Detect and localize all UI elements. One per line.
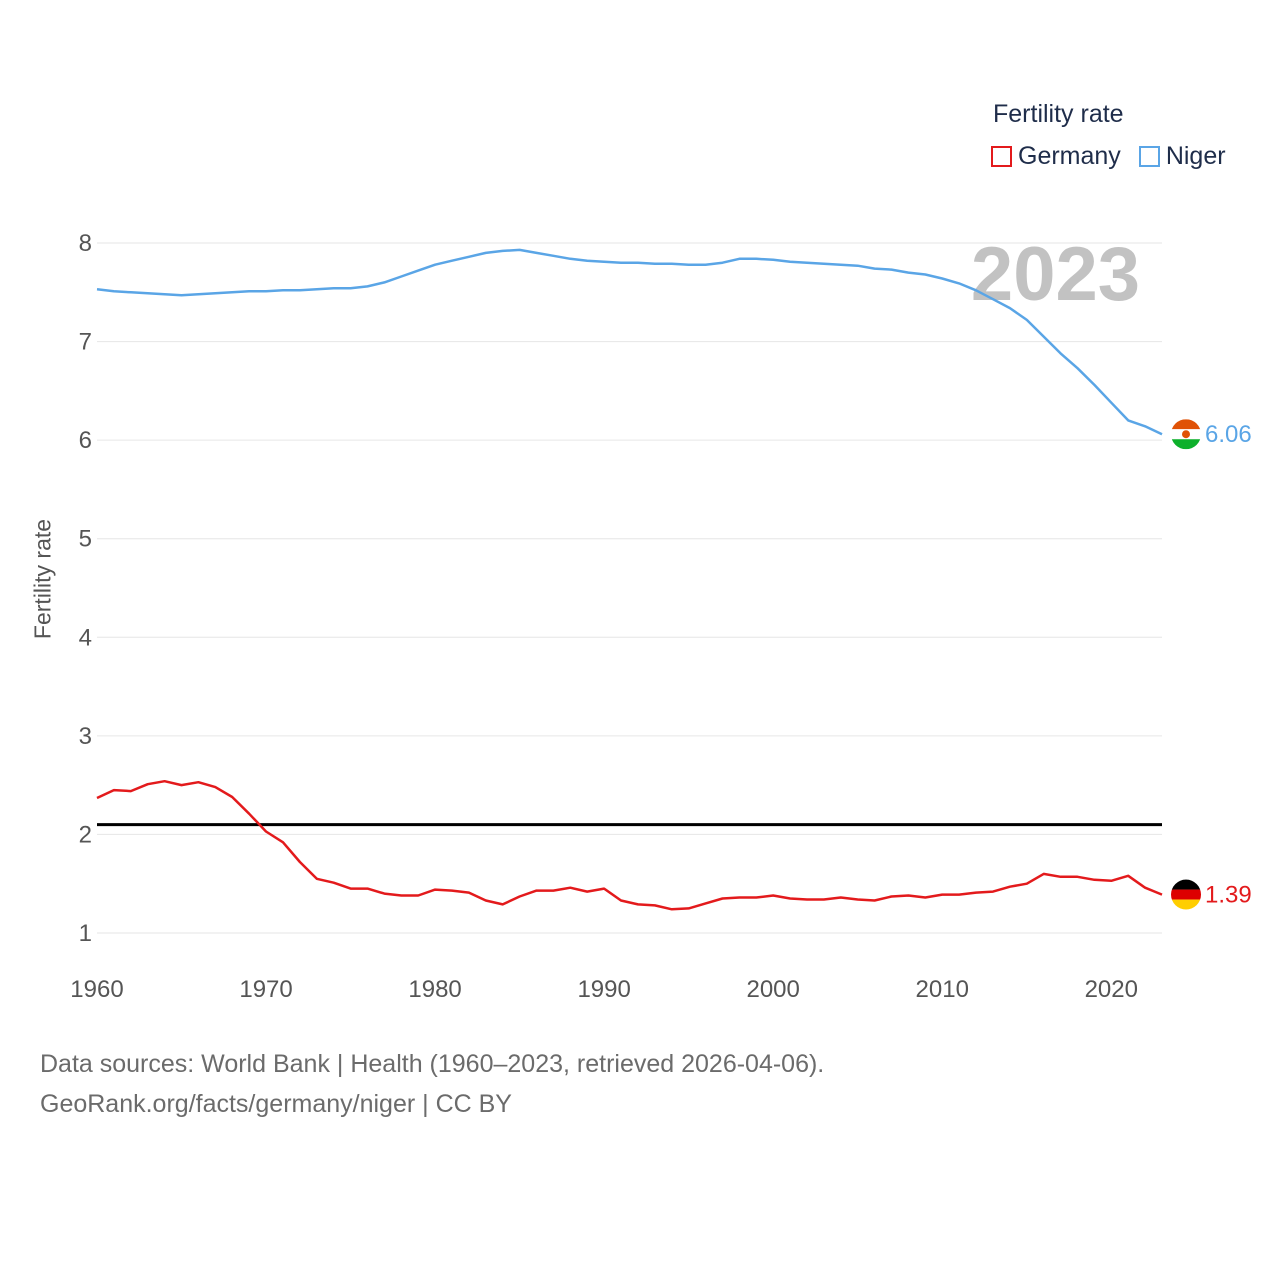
x-tick-label: 1970	[239, 976, 292, 1003]
flag-sun	[1182, 430, 1190, 439]
legend-label-niger: Niger	[1165, 142, 1226, 170]
y-tick-label: 5	[79, 526, 92, 553]
flag-germany-icon	[1171, 879, 1201, 910]
x-tick-label: 1960	[70, 976, 123, 1003]
flag-niger-icon	[1171, 419, 1201, 450]
x-tick-label: 2010	[916, 976, 969, 1003]
x-tick-label: 1980	[408, 976, 461, 1003]
flag-band	[1171, 889, 1201, 900]
source-line-2[interactable]: GeoRank.org/facts/germany/niger | CC BY	[40, 1090, 512, 1118]
flag-band	[1171, 899, 1201, 910]
y-tick-label: 8	[79, 230, 92, 257]
y-tick-label: 6	[79, 427, 92, 454]
legend-title: Fertility rate	[993, 100, 1124, 128]
legend-swatch-niger	[1138, 146, 1160, 167]
data-source: Data sources: World Bank | Health (1960–…	[40, 1044, 824, 1124]
x-tick-label: 2000	[746, 976, 799, 1003]
y-tick-label: 2	[79, 821, 92, 848]
legend-swatch-germany	[991, 146, 1012, 167]
source-line-1[interactable]: Data sources: World Bank | Health (1960–…	[40, 1050, 825, 1078]
end-label-niger: 6.06	[1205, 421, 1252, 448]
x-tick-label: 2020	[1085, 976, 1138, 1003]
flag-band	[1171, 419, 1201, 430]
legend-item-germany[interactable]: Germany	[991, 142, 1121, 171]
y-tick-label: 3	[79, 723, 92, 750]
legend: Germany Niger	[991, 142, 1244, 171]
legend-item-niger[interactable]: Niger	[1138, 142, 1226, 171]
year-watermark: 2023	[971, 232, 1140, 317]
legend-label-germany: Germany	[1018, 142, 1121, 170]
flag-band	[1171, 439, 1201, 450]
series-line-niger	[96, 248, 1163, 436]
series-line-germany	[96, 779, 1163, 911]
x-tick-label: 1990	[577, 976, 630, 1003]
y-tick-label: 4	[79, 624, 92, 651]
y-tick-label: 7	[79, 329, 92, 356]
flag-band	[1171, 879, 1201, 890]
end-label-germany: 1.39	[1205, 882, 1252, 909]
y-tick-label: 1	[79, 920, 92, 947]
